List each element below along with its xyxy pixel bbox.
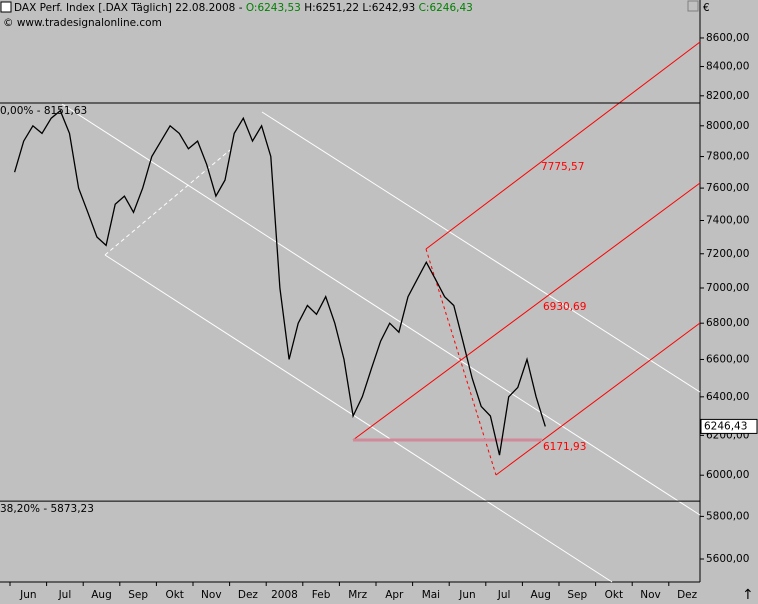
x-tick-label: Jun: [19, 589, 36, 601]
last-value-label: 6246,43: [704, 420, 747, 432]
header-icon: [0, 1, 12, 13]
y-tick-label: 7000,00: [706, 282, 749, 294]
x-tick-label: Jun: [458, 589, 475, 601]
low: L:6242,93: [362, 2, 415, 14]
price-line: [13, 109, 546, 456]
x-tick-label: Dez: [677, 589, 698, 601]
x-tick-label: Dez: [238, 589, 259, 601]
x-tick-label: Mai: [422, 589, 440, 601]
level-label: 38,20% - 5873,23: [0, 503, 94, 515]
x-tick-label: Apr: [385, 589, 404, 601]
open: O:6243,53: [246, 2, 301, 14]
y-tick-label: 7200,00: [706, 248, 749, 260]
x-tick-label: Jul: [58, 589, 72, 601]
y-tick-label: 6600,00: [706, 353, 749, 365]
x-tick-label: Mrz: [348, 589, 367, 601]
x-tick-label: Nov: [201, 589, 222, 601]
pitchfork: [352, 41, 701, 476]
x-tick-label: Nov: [640, 589, 661, 601]
x-tick-label: Aug: [530, 589, 551, 601]
pitchfork-line: [425, 41, 701, 250]
y-tick-label: 5800,00: [706, 510, 749, 522]
y-tick-label: 8200,00: [706, 90, 749, 102]
y-tick-label: 8400,00: [706, 61, 749, 73]
close-button[interactable]: [687, 0, 699, 12]
pitchfork-line: [495, 322, 701, 476]
x-tick-label: Okt: [165, 589, 183, 601]
channel-line: [104, 149, 231, 256]
close: C:6246,43: [419, 2, 473, 14]
annotation: 6171,93: [543, 441, 586, 453]
level-label: 0,00% - 8151,63: [0, 105, 87, 117]
x-tick-label: Sep: [567, 589, 587, 601]
y-tick-label: 6800,00: [706, 317, 749, 329]
y-tick-label: 6000,00: [706, 469, 749, 481]
channel-line: [104, 254, 613, 583]
channel-line: [61, 103, 701, 516]
y-tick-label: 6400,00: [706, 391, 749, 403]
copyright: © www.tradesignalonline.com: [3, 17, 162, 29]
y-tick-label: 7600,00: [706, 182, 749, 194]
x-tick-label: Okt: [605, 589, 623, 601]
annotation: 6930,69: [543, 301, 586, 313]
white-channel: [61, 103, 701, 583]
instrument: DAX Perf. Index [.DAX Täglich] 22.08.200…: [14, 2, 246, 14]
scroll-arrow[interactable]: ↑: [742, 587, 754, 603]
annotation: 7775,57: [541, 161, 584, 173]
x-tick-label: Sep: [128, 589, 148, 601]
y-tick-label: 5600,00: [706, 553, 749, 565]
header-text: DAX Perf. Index [.DAX Täglich] 22.08.200…: [14, 2, 473, 14]
y-tick-label: 7400,00: [706, 214, 749, 226]
x-tick-label: 2008: [271, 589, 298, 601]
currency: €: [703, 2, 710, 14]
x-tick-label: Jul: [497, 589, 511, 601]
plot-area: [0, 0, 700, 582]
last-value-box: [700, 418, 758, 434]
x-tick-label: Feb: [312, 589, 331, 601]
channel-line: [261, 111, 701, 393]
y-tick-label: 8600,00: [706, 32, 749, 44]
y-tick-label: 7800,00: [706, 151, 749, 163]
pitchfork-line: [352, 182, 701, 441]
high: H:6251,22: [304, 2, 359, 14]
y-tick-label: 8000,00: [706, 120, 749, 132]
x-tick-label: Aug: [91, 589, 112, 601]
